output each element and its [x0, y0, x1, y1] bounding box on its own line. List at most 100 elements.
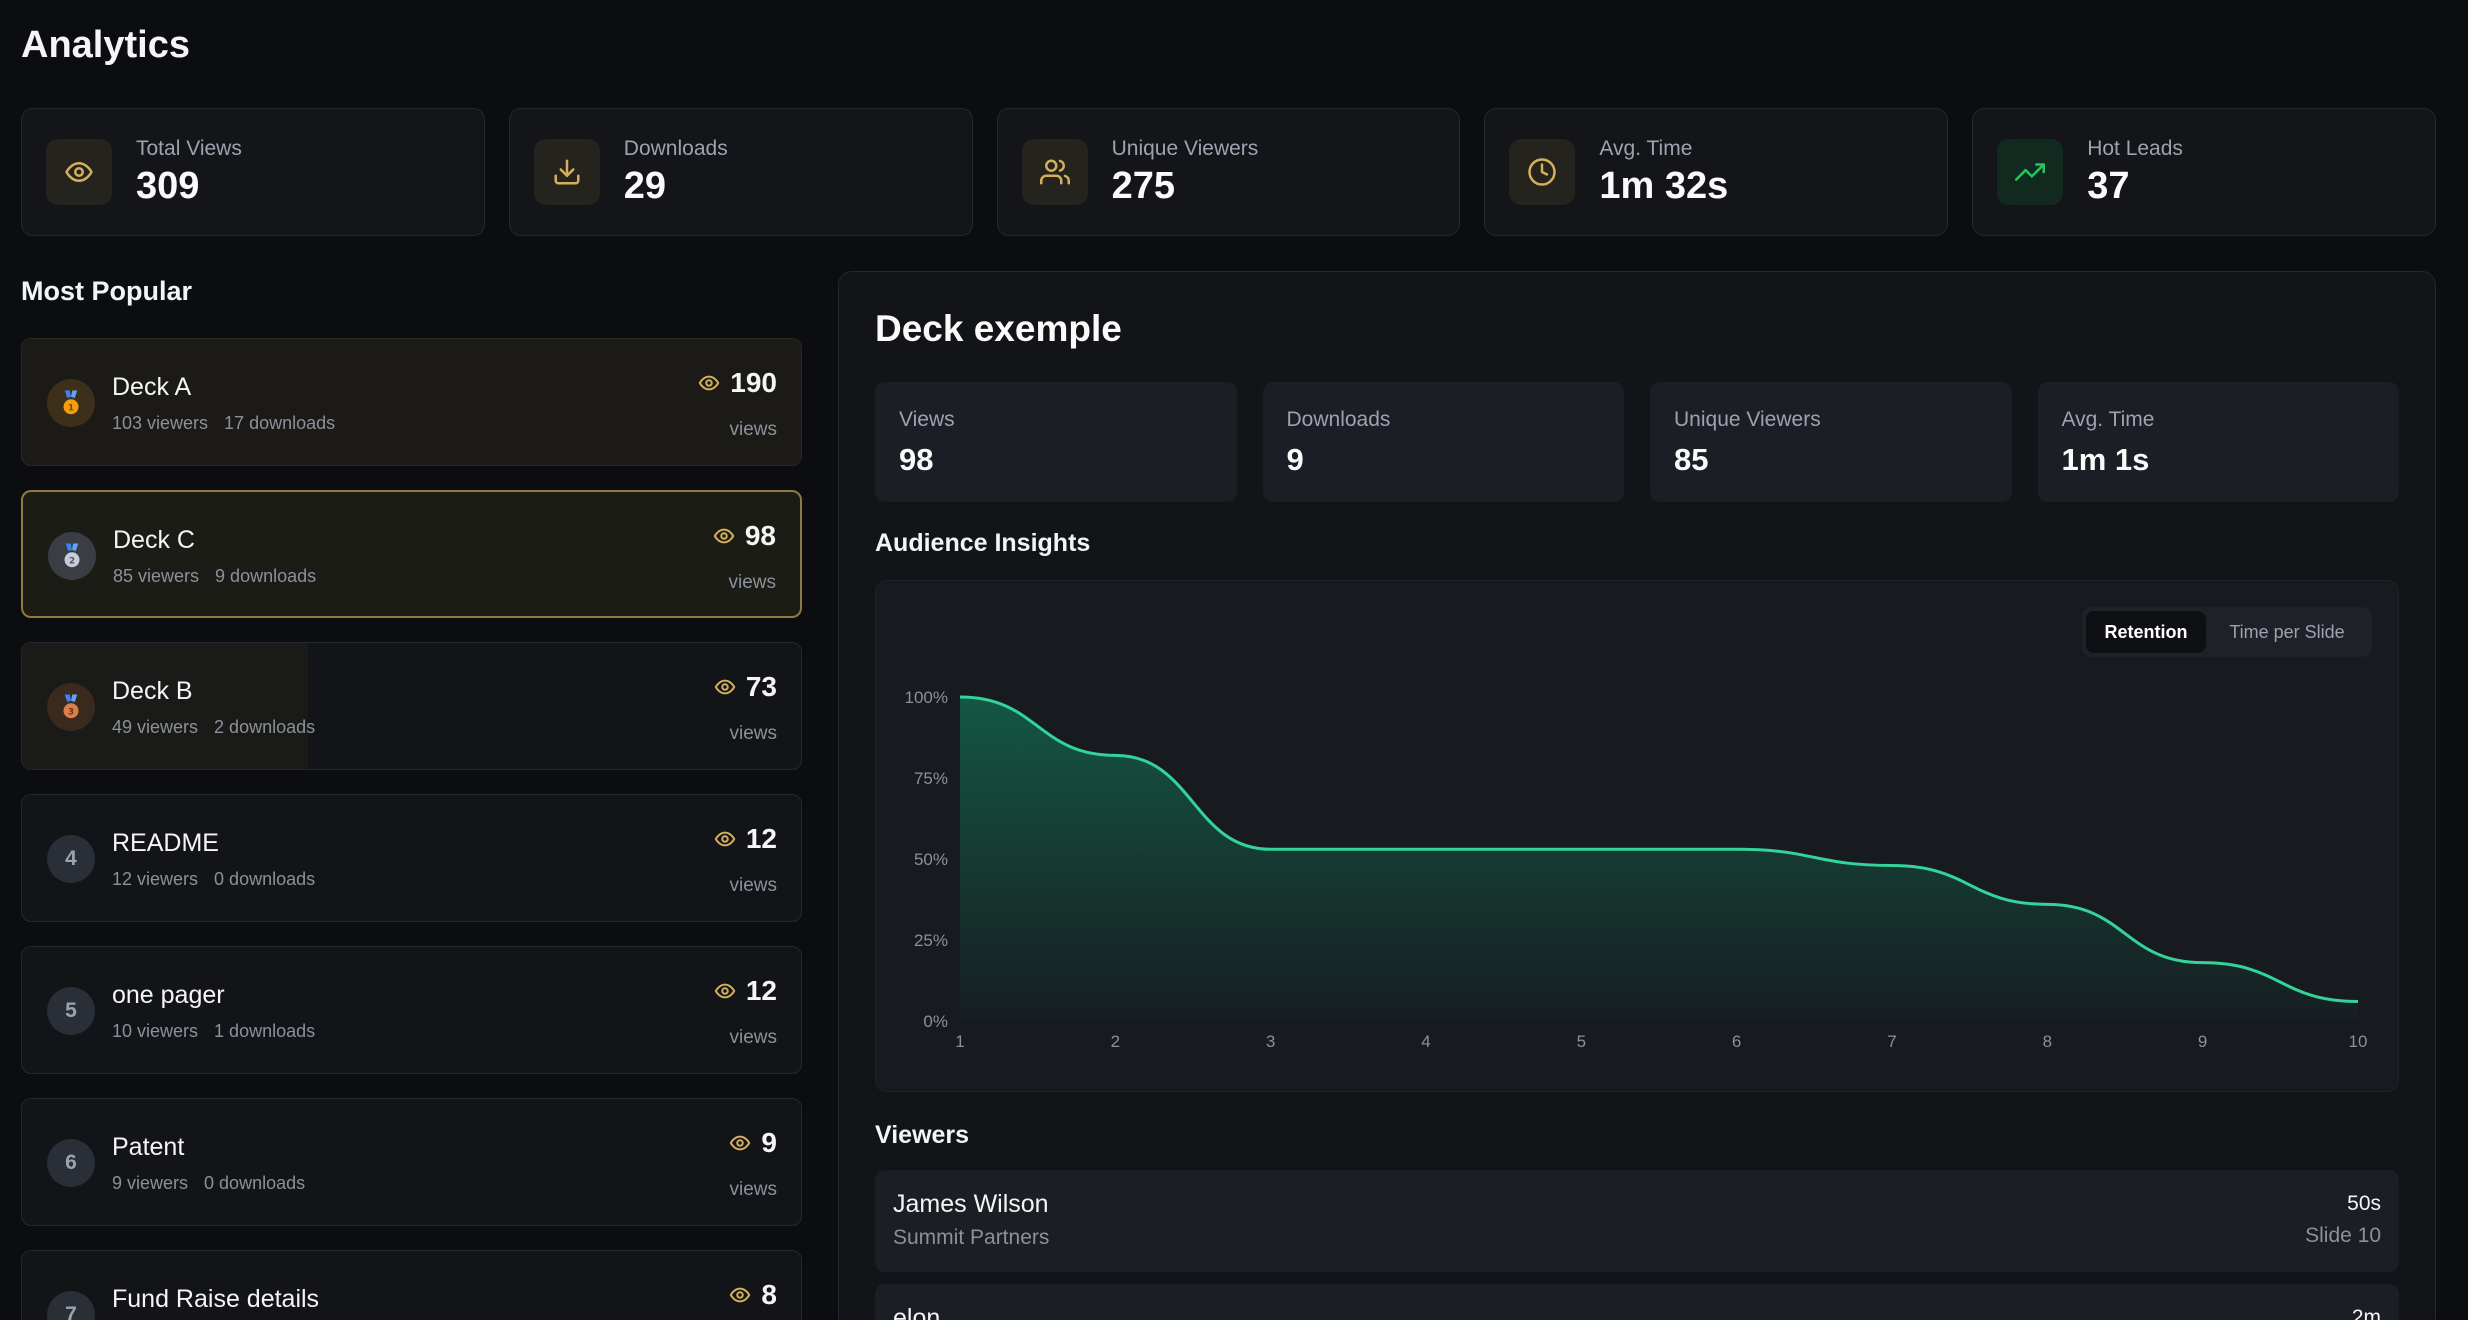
rank-badge: 5 — [47, 987, 95, 1035]
deck-views: 12 — [714, 823, 777, 855]
stat-label: Hot Leads — [2087, 136, 2183, 160]
deck-meta: 85 viewers 9 downloads — [113, 566, 316, 587]
x-tick-label: 8 — [2043, 1032, 2052, 1051]
viewers-title: Viewers — [875, 1121, 970, 1149]
deck-detail-panel: Deck exemple Views 98 Downloads 9 Unique… — [838, 271, 2436, 1320]
x-tick-label: 6 — [1732, 1032, 1741, 1051]
svg-text:3: 3 — [68, 708, 74, 718]
viewer-time: 50s — [2347, 1192, 2381, 1215]
deck-downloads: 0 downloads — [214, 869, 316, 889]
trending-up-icon — [1997, 139, 2064, 205]
deck-meta: 49 viewers 2 downloads — [112, 717, 315, 738]
eye-icon — [698, 375, 720, 391]
deck-name: Deck C — [113, 526, 195, 554]
rank-badge: 7 — [47, 1291, 95, 1320]
rank-badge: 4 — [47, 835, 95, 883]
deck-detail-title: Deck exemple — [875, 308, 1122, 349]
deck-item-fund-raise-details[interactable]: 7 Fund Raise details 8 views — [21, 1250, 802, 1320]
deck-item-deck-c[interactable]: 2 Deck C 85 viewers 9 downloads 98 views — [21, 490, 802, 618]
deck-stat-downloads: Downloads 9 — [1262, 382, 1624, 502]
mini-stat-label: Avg. Time — [2061, 408, 2155, 431]
deck-views-label: views — [729, 419, 777, 440]
viewer-time: 2m — [2351, 1306, 2381, 1320]
deck-meta: 9 viewers 0 downloads — [112, 1173, 305, 1194]
deck-name: one pager — [112, 981, 225, 1009]
deck-item-readme[interactable]: 4 README 12 viewers 0 downloads 12 views — [21, 794, 802, 922]
stat-card-hot-leads: Hot Leads 37 — [1972, 108, 2436, 236]
stat-label: Downloads — [623, 136, 728, 160]
deck-viewers: 49 viewers — [112, 717, 199, 737]
deck-name: Patent — [112, 1133, 185, 1161]
stat-card-total-views: Total Views 309 — [21, 108, 485, 236]
most-popular-list: 1 Deck A 103 viewers 17 downloads 190 vie… — [21, 338, 802, 1320]
deck-meta: 103 viewers 17 downloads — [112, 413, 335, 434]
deck-item-deck-a[interactable]: 1 Deck A 103 viewers 17 downloads 190 vie… — [21, 338, 802, 466]
viewer-row[interactable]: James Wilson Summit Partners 50s Slide 1… — [875, 1170, 2399, 1272]
deck-viewers: 85 viewers — [113, 566, 200, 586]
eye-icon — [714, 983, 736, 999]
deck-viewers: 12 viewers — [112, 869, 199, 889]
viewer-name: elon — [893, 1304, 941, 1320]
deck-name: Deck A — [112, 373, 192, 401]
deck-views: 73 — [714, 671, 777, 703]
stat-value: 37 — [2087, 164, 2130, 207]
x-tick-label: 7 — [1887, 1032, 1896, 1051]
eye-icon — [730, 1135, 751, 1151]
viewer-row[interactable]: elon 2m — [875, 1284, 2399, 1320]
deck-views: 9 — [729, 1127, 777, 1159]
deck-name: Deck B — [112, 677, 193, 705]
deck-downloads: 9 downloads — [215, 566, 317, 586]
svg-text:1: 1 — [68, 404, 74, 414]
deck-viewers: 10 viewers — [112, 1021, 199, 1041]
deck-item-deck-b[interactable]: 3 Deck B 49 viewers 2 downloads 73 views — [21, 642, 802, 770]
stat-value: 29 — [623, 164, 667, 207]
deck-views: 98 — [713, 520, 776, 552]
deck-stats-row: Views 98 Downloads 9 Unique Viewers 85 A… — [875, 382, 2399, 502]
deck-views-value: 8 — [761, 1279, 777, 1310]
svg-text:2: 2 — [69, 557, 75, 567]
rank-badge: 6 — [47, 1139, 95, 1187]
retention-line — [959, 695, 2359, 1004]
bronze-medal-icon: 3 — [47, 683, 95, 731]
deck-views-value: 12 — [745, 975, 777, 1006]
mini-stat-label: Unique Viewers — [1674, 408, 1821, 431]
x-tick-label: 2 — [1111, 1032, 1120, 1051]
deck-item-one-pager[interactable]: 5 one pager 10 viewers 1 downloads 12 vie… — [21, 946, 802, 1074]
deck-meta: 10 viewers 1 downloads — [112, 1021, 315, 1042]
y-tick-label: 0% — [923, 1012, 948, 1031]
deck-downloads: 17 downloads — [224, 413, 336, 433]
viewer-name: James Wilson — [893, 1190, 1049, 1218]
deck-views-value: 9 — [761, 1127, 777, 1158]
deck-views: 8 — [729, 1279, 777, 1311]
deck-meta: 12 viewers 0 downloads — [112, 869, 315, 890]
deck-views-value: 190 — [730, 367, 777, 398]
download-icon — [533, 139, 600, 205]
eye-icon — [713, 528, 735, 544]
deck-views: 190 — [698, 367, 777, 399]
x-tick-label: 10 — [2349, 1032, 2368, 1051]
tab-time-per-slide[interactable]: Time per Slide — [2229, 621, 2345, 642]
mini-stat-value: 9 — [1286, 442, 1304, 477]
mini-stat-value: 1m 1s — [2061, 442, 2150, 477]
x-tick-label: 3 — [1266, 1032, 1275, 1051]
eye-icon — [46, 139, 112, 205]
x-tick-label: 1 — [955, 1032, 964, 1051]
deck-stat-unique-viewers: Unique Viewers 85 — [1650, 382, 2012, 502]
deck-stat-avg-time: Avg. Time 1m 1s — [2037, 382, 2399, 502]
stat-card-unique-viewers: Unique Viewers 275 — [996, 108, 1461, 236]
x-tick-label: 9 — [2198, 1032, 2207, 1051]
deck-name: README — [112, 829, 219, 857]
deck-downloads: 2 downloads — [214, 717, 316, 737]
stat-label: Unique Viewers — [1111, 136, 1259, 160]
most-popular-title: Most Popular — [21, 276, 193, 306]
y-tick-label: 75% — [914, 769, 948, 788]
viewer-company: Summit Partners — [893, 1226, 1050, 1249]
audience-insights-title: Audience Insights — [875, 529, 1091, 557]
deck-item-patent[interactable]: 6 Patent 9 viewers 0 downloads 9 views — [21, 1098, 802, 1226]
deck-views-value: 73 — [745, 671, 777, 702]
deck-views: 12 — [714, 975, 777, 1007]
stat-card-avg-time: Avg. Time 1m 32s — [1484, 108, 1949, 236]
deck-views-value: 98 — [744, 520, 776, 551]
tab-retention[interactable]: Retention — [2086, 611, 2206, 653]
eye-icon — [714, 679, 736, 695]
